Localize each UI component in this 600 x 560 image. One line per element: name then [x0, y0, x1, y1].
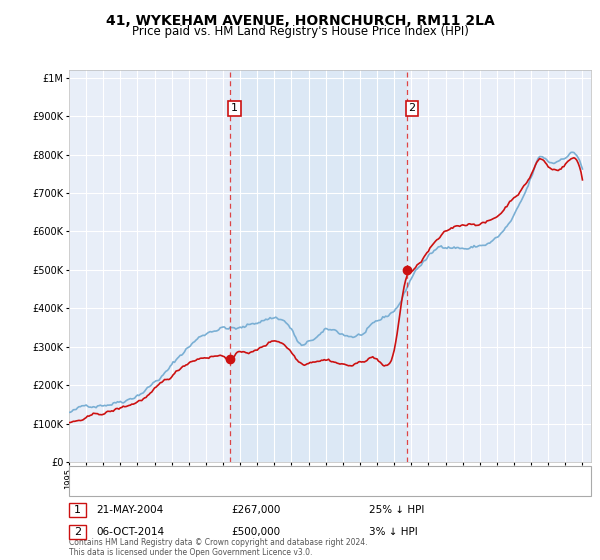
Text: 2: 2 — [409, 104, 416, 114]
Text: 2: 2 — [74, 527, 81, 537]
Text: 3% ↓ HPI: 3% ↓ HPI — [369, 527, 418, 537]
Text: 21-MAY-2004: 21-MAY-2004 — [96, 505, 163, 515]
Text: £267,000: £267,000 — [231, 505, 280, 515]
Text: £500,000: £500,000 — [231, 527, 280, 537]
Text: 06-OCT-2014: 06-OCT-2014 — [96, 527, 164, 537]
Text: 41, WYKEHAM AVENUE, HORNCHURCH, RM11 2LA: 41, WYKEHAM AVENUE, HORNCHURCH, RM11 2LA — [106, 14, 494, 28]
Text: HPI: Average price, detached house, Havering: HPI: Average price, detached house, Have… — [116, 483, 341, 492]
Text: Price paid vs. HM Land Registry's House Price Index (HPI): Price paid vs. HM Land Registry's House … — [131, 25, 469, 38]
Bar — [230, 70, 407, 462]
Text: 25% ↓ HPI: 25% ↓ HPI — [369, 505, 424, 515]
Text: Contains HM Land Registry data © Crown copyright and database right 2024.
This d: Contains HM Land Registry data © Crown c… — [69, 538, 367, 557]
Text: 41, WYKEHAM AVENUE, HORNCHURCH, RM11 2LA (detached house): 41, WYKEHAM AVENUE, HORNCHURCH, RM11 2LA… — [116, 470, 449, 479]
Text: 1: 1 — [231, 104, 238, 114]
Text: 1: 1 — [74, 505, 81, 515]
